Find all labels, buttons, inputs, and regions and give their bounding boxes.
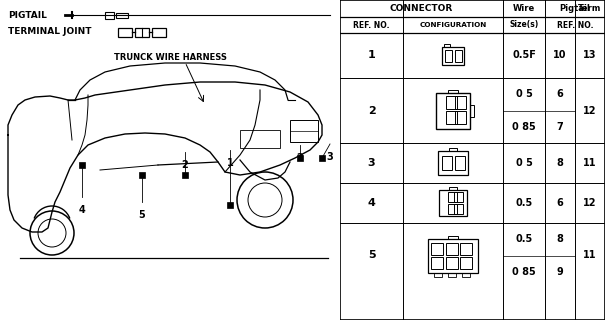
Text: 11: 11 (583, 251, 597, 260)
Text: 7: 7 (557, 122, 563, 132)
Bar (444, 44, 450, 46)
Bar (445, 257, 457, 268)
Text: 5: 5 (139, 210, 145, 220)
Bar (434, 273, 442, 276)
Bar (152, 28, 166, 36)
Text: Size(s): Size(s) (509, 20, 538, 29)
Bar (240, 130, 280, 148)
Bar (445, 50, 451, 61)
Text: 5: 5 (368, 251, 375, 260)
Bar (227, 202, 233, 208)
Bar (431, 243, 443, 254)
Bar (454, 110, 465, 124)
Text: REF. NO.: REF. NO. (353, 20, 390, 29)
Text: 2: 2 (368, 106, 375, 116)
Bar (448, 273, 456, 276)
Text: 12: 12 (583, 198, 597, 208)
Bar (460, 257, 472, 268)
Bar (182, 172, 188, 178)
Text: 8: 8 (557, 158, 563, 168)
Bar (462, 273, 470, 276)
Text: 10: 10 (553, 51, 567, 60)
Bar (454, 95, 465, 108)
Bar (139, 172, 145, 178)
Bar (446, 110, 457, 124)
Bar (454, 204, 463, 214)
Text: 0.5: 0.5 (515, 198, 532, 208)
Text: 0 85: 0 85 (512, 122, 536, 132)
Text: 4: 4 (79, 205, 85, 215)
Text: 2: 2 (182, 160, 188, 170)
Bar (116, 12, 128, 18)
Text: 1: 1 (227, 158, 234, 168)
Bar (460, 243, 472, 254)
Text: CONFIGURATION: CONFIGURATION (419, 22, 486, 28)
Bar (454, 156, 465, 170)
Text: CONNECTOR: CONNECTOR (390, 4, 453, 13)
Text: 3: 3 (368, 158, 375, 168)
Text: Wire: Wire (513, 4, 535, 13)
Bar (442, 46, 464, 65)
Text: 11: 11 (583, 158, 597, 168)
Bar (448, 236, 458, 238)
Bar (454, 192, 463, 202)
Text: 13: 13 (583, 51, 597, 60)
Bar (439, 190, 467, 216)
Bar (118, 28, 132, 36)
Bar (135, 28, 149, 36)
Bar (431, 257, 443, 268)
Bar (436, 92, 470, 129)
Text: 2: 2 (296, 153, 303, 163)
Text: 0 5: 0 5 (515, 89, 532, 99)
Bar (297, 155, 303, 161)
Text: 6: 6 (557, 198, 563, 208)
Text: TRUNCK WIRE HARNESS: TRUNCK WIRE HARNESS (114, 53, 226, 62)
Bar (428, 238, 478, 273)
Text: 12: 12 (583, 106, 597, 116)
Text: 6: 6 (557, 89, 563, 99)
Text: 4: 4 (368, 198, 376, 208)
Bar (438, 151, 468, 175)
Bar (470, 105, 474, 116)
Bar (319, 155, 325, 161)
Text: 1: 1 (368, 51, 375, 60)
Text: 0.5F: 0.5F (512, 51, 536, 60)
Bar (448, 192, 457, 202)
Bar (449, 148, 457, 151)
Text: 0 85: 0 85 (512, 267, 536, 277)
Bar (445, 243, 457, 254)
Text: 0.5: 0.5 (515, 234, 532, 244)
Text: 9: 9 (557, 267, 563, 277)
Bar (79, 162, 85, 168)
Text: Term: Term (578, 4, 602, 13)
Text: TERMINAL JOINT: TERMINAL JOINT (8, 28, 91, 36)
Text: 0 5: 0 5 (515, 158, 532, 168)
Text: 3: 3 (327, 152, 333, 162)
Bar (448, 90, 458, 92)
Bar (446, 95, 457, 108)
Bar (105, 12, 114, 19)
Text: PIGTAIL: PIGTAIL (8, 11, 47, 20)
Bar (454, 50, 462, 61)
Text: Pigtail: Pigtail (560, 4, 590, 13)
Bar (448, 204, 457, 214)
Bar (449, 187, 457, 190)
Text: REF. NO.: REF. NO. (557, 20, 594, 29)
Bar (442, 156, 451, 170)
Text: 8: 8 (557, 234, 563, 244)
Bar (290, 120, 318, 142)
